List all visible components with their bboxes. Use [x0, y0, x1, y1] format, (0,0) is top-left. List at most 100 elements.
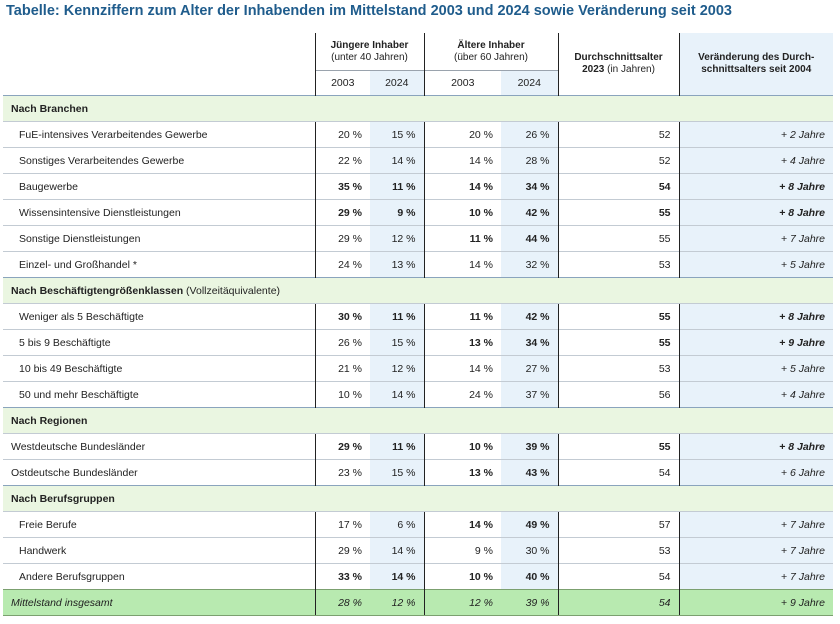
- cell-avg: 55: [557, 433, 679, 460]
- header-old-sub: (über 60 Jahren): [454, 51, 528, 63]
- cell-change: + 2 Jahre: [678, 121, 833, 148]
- cell-o03: 14 %: [423, 173, 501, 200]
- table-row: Sonstige Dienstleistungen 29 % 12 % 11 % 44 …: [3, 225, 833, 252]
- row-label: Wissensintensive Dienstleistungen: [3, 199, 315, 226]
- cell-y03: 30 %: [314, 303, 370, 330]
- cell-o03: 20 %: [423, 121, 501, 148]
- row-label: 50 und mehr Beschäftigte: [3, 381, 315, 408]
- table-row: Einzel- und Großhandel * 24 % 13 % 14 % 32 %…: [3, 251, 833, 278]
- cell-o03: 14 %: [423, 251, 501, 278]
- page-title: Tabelle: Kennziffern zum Alter der Inhab…: [6, 3, 732, 19]
- cell-avg: 52: [557, 121, 679, 148]
- total-cell-y24: 12 %: [370, 589, 424, 616]
- group-label: Nach Branchen: [11, 102, 89, 115]
- header-year-old-2024: 2024: [501, 70, 558, 96]
- header-old: Ältere Inhaber (über 60 Jahren): [423, 33, 558, 71]
- table-row: Westdeutsche Bundesländer 29 % 11 % 10 % 39 …: [3, 433, 833, 460]
- cell-o03: 13 %: [423, 459, 501, 486]
- cell-y03: 33 %: [314, 563, 370, 590]
- total-row: Mittelstand insgesamt 28 % 12 % 12 % 39 % 54 +…: [3, 589, 833, 616]
- total-cell-y03: 28 %: [314, 589, 370, 616]
- cell-y24: 12 %: [370, 225, 424, 252]
- cell-avg: 53: [557, 251, 679, 278]
- cell-o24: 49 %: [501, 511, 558, 538]
- cell-y03: 29 %: [314, 225, 370, 252]
- total-cell-o03: 12 %: [423, 589, 501, 616]
- cell-o03: 10 %: [423, 563, 501, 590]
- cell-y03: 20 %: [314, 121, 370, 148]
- cell-avg: 55: [557, 225, 679, 252]
- group-header: Nach Regionen: [3, 407, 833, 434]
- cell-o24: 40 %: [501, 563, 558, 590]
- header-year-old-2003: 2003: [423, 70, 501, 96]
- cell-y24: 14 %: [370, 563, 424, 590]
- cell-y03: 26 %: [314, 329, 370, 356]
- header-label-blank: [3, 33, 315, 71]
- cell-o03: 14 %: [423, 355, 501, 382]
- cell-o24: 32 %: [501, 251, 558, 278]
- cell-change: + 7 Jahre: [678, 225, 833, 252]
- cell-o03: 9 %: [423, 537, 501, 564]
- cell-avg: 53: [557, 355, 679, 382]
- cell-o24: 42 %: [501, 303, 558, 330]
- cell-change: + 7 Jahre: [678, 563, 833, 590]
- header-avg: Durchschnittsalter 2023 (in Jahren): [557, 33, 679, 96]
- header-young-label: Jüngere Inhaber: [330, 39, 409, 51]
- header-young-sub: (unter 40 Jahren): [331, 51, 408, 63]
- total-label: Mittelstand insgesamt: [3, 589, 315, 616]
- cell-change: + 8 Jahre: [678, 173, 833, 200]
- cell-o24: 34 %: [501, 173, 558, 200]
- cell-y24: 14 %: [370, 537, 424, 564]
- cell-change: + 5 Jahre: [678, 251, 833, 278]
- row-label: 10 bis 49 Beschäftigte: [3, 355, 315, 382]
- cell-change: + 9 Jahre: [678, 329, 833, 356]
- header-year-young-2003: 2003: [314, 70, 370, 96]
- row-label: Sonstige Dienstleistungen: [3, 225, 315, 252]
- table-row: Wissensintensive Dienstleistungen 29 % 9 %…: [3, 199, 833, 226]
- cell-o03: 11 %: [423, 303, 501, 330]
- cell-y24: 14 %: [370, 381, 424, 408]
- table-row: Ostdeutsche Bundesländer 23 % 15 % 13 % 43 %…: [3, 459, 833, 486]
- cell-o24: 30 %: [501, 537, 558, 564]
- header-young: Jüngere Inhaber (unter 40 Jahren): [314, 33, 424, 71]
- table-row: Sonstiges Verarbeitendes Gewerbe 22 % 14 %…: [3, 147, 833, 174]
- row-label: Freie Berufe: [3, 511, 315, 538]
- cell-y24: 15 %: [370, 121, 424, 148]
- table-row: 50 und mehr Beschäftigte 10 % 14 % 24 % 37 %…: [3, 381, 833, 408]
- cell-change: + 4 Jahre: [678, 381, 833, 408]
- row-label: Baugewerbe: [3, 173, 315, 200]
- group-header-row: Nach Branchen: [3, 95, 833, 122]
- cell-o24: 37 %: [501, 381, 558, 408]
- cell-o24: 34 %: [501, 329, 558, 356]
- header-year-blank: [3, 71, 315, 96]
- cell-o24: 26 %: [501, 121, 558, 148]
- cell-y24: 6 %: [370, 511, 424, 538]
- header-change: Veränderung des Durch- schnittsalters se…: [678, 33, 833, 96]
- cell-change: + 8 Jahre: [678, 303, 833, 330]
- table-row: FuE-intensives Verarbeitendes Gewerbe 20 …: [3, 121, 833, 148]
- cell-y24: 14 %: [370, 147, 424, 174]
- cell-y03: 23 %: [314, 459, 370, 486]
- table-row: 5 bis 9 Beschäftigte 26 % 15 % 13 % 34 % 55 + …: [3, 329, 833, 356]
- row-label: Ostdeutsche Bundesländer: [3, 459, 315, 486]
- cell-y03: 24 %: [314, 251, 370, 278]
- data-table: Jüngere Inhaber (unter 40 Jahren) Ältere…: [3, 33, 833, 616]
- header-change-line2: schnittsalters seit 2004: [701, 64, 812, 75]
- cell-y24: 15 %: [370, 459, 424, 486]
- cell-change: + 8 Jahre: [678, 199, 833, 226]
- cell-o24: 39 %: [501, 433, 558, 460]
- cell-change: + 6 Jahre: [678, 459, 833, 486]
- cell-change: + 4 Jahre: [678, 147, 833, 174]
- row-label: Sonstiges Verarbeitendes Gewerbe: [3, 147, 315, 174]
- cell-change: + 7 Jahre: [678, 537, 833, 564]
- row-label: Weniger als 5 Beschäftigte: [3, 303, 315, 330]
- group-label: Nach Berufsgruppen: [11, 492, 115, 505]
- cell-o24: 27 %: [501, 355, 558, 382]
- cell-o24: 44 %: [501, 225, 558, 252]
- cell-o24: 43 %: [501, 459, 558, 486]
- cell-avg: 56: [557, 381, 679, 408]
- cell-o03: 11 %: [423, 225, 501, 252]
- cell-o03: 14 %: [423, 147, 501, 174]
- group-header: Nach Beschäftigtengrößenklassen (Vollzei…: [3, 277, 833, 304]
- cell-avg: 54: [557, 563, 679, 590]
